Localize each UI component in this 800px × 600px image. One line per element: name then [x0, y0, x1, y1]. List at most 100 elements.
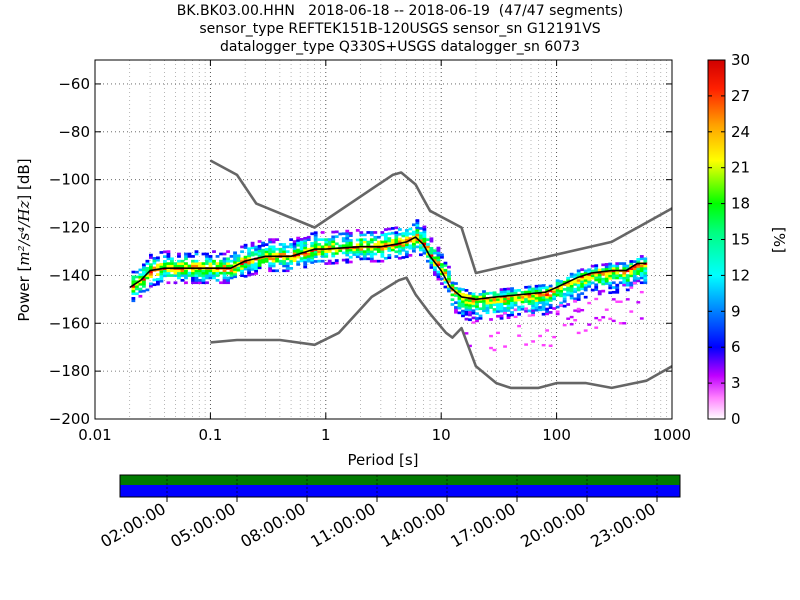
density-cell [156, 263, 160, 267]
density-cell [517, 308, 521, 311]
density-cell [394, 231, 399, 234]
density-cell [215, 264, 220, 268]
density-cell [243, 246, 248, 249]
density-cell [219, 259, 223, 263]
density-cell [236, 261, 241, 265]
density-cell [394, 238, 399, 242]
density-cell [247, 252, 251, 255]
density-cell [310, 251, 315, 255]
density-cell [257, 247, 262, 251]
density-cell [429, 258, 434, 262]
density-cell [296, 241, 301, 245]
density-cell [461, 297, 465, 301]
density-cell [482, 295, 486, 298]
density-cell [320, 252, 325, 256]
density-cell [236, 259, 241, 262]
density-cell [233, 275, 237, 279]
density-cell [331, 235, 336, 239]
x-tick-label: 1000 [653, 426, 691, 444]
density-cell [433, 270, 437, 274]
density-cell [229, 271, 234, 275]
density-cell [324, 245, 329, 249]
density-cell [369, 233, 374, 237]
density-cell [170, 259, 174, 263]
density-cell [173, 262, 178, 265]
density-cell [184, 262, 188, 265]
density-cell [387, 239, 392, 243]
density-cell [604, 272, 609, 276]
density-cell [408, 232, 413, 236]
density-cell [471, 292, 476, 296]
density-cell [177, 255, 181, 258]
density-cell [348, 248, 353, 252]
density-cell [212, 250, 216, 253]
density-cell [187, 264, 192, 268]
density-cell [208, 262, 213, 265]
density-cell [622, 276, 627, 280]
density-cell [538, 301, 543, 304]
density-cell [433, 256, 437, 260]
density-cell [177, 274, 181, 277]
density-cell [275, 238, 280, 241]
y-tick-label: −160 [49, 314, 90, 332]
coverage-bar-green [120, 475, 680, 485]
density-cell [156, 280, 160, 284]
density-cell [492, 298, 497, 302]
density-cell [555, 312, 560, 316]
density-cell [454, 294, 458, 297]
density-cell [408, 244, 413, 248]
density-cell [601, 316, 606, 319]
density-cell [201, 252, 206, 256]
density-cell [639, 317, 644, 320]
density-cell [387, 256, 392, 260]
density-cell [271, 252, 276, 256]
density-cell [457, 289, 462, 293]
density-cell [303, 265, 308, 269]
density-cell [426, 247, 430, 251]
density-cell [440, 272, 444, 276]
density-cell [576, 298, 581, 301]
density-cell [418, 248, 423, 252]
colorbar-label: [%] [770, 227, 788, 253]
density-cell [131, 299, 136, 303]
density-cell [208, 255, 213, 258]
density-cell [450, 303, 455, 306]
density-cell [278, 247, 283, 251]
density-cell [383, 235, 388, 239]
density-cell [429, 251, 434, 255]
density-cell [257, 240, 262, 243]
density-cell [177, 262, 181, 265]
density-cell [611, 298, 616, 301]
density-cell [408, 246, 413, 250]
density-cell [324, 238, 329, 241]
density-cell [254, 245, 258, 249]
density-cell [422, 227, 427, 231]
density-cell [191, 276, 195, 280]
density-cell [604, 275, 609, 278]
density-cell [264, 250, 269, 254]
density-cell [170, 257, 174, 261]
density-cell [205, 274, 209, 277]
density-cell [436, 263, 441, 267]
density-cell [478, 316, 483, 320]
density-cell [247, 261, 251, 265]
density-cell [278, 259, 283, 263]
plot-frame [94, 59, 673, 420]
density-cell [310, 242, 315, 245]
density-cell [369, 240, 374, 244]
density-cell [208, 274, 213, 277]
density-cell [163, 272, 167, 275]
density-cell [443, 280, 448, 284]
density-cell [411, 242, 416, 246]
colorbar-tick-label: 6 [731, 338, 741, 356]
density-cell [184, 276, 188, 280]
density-cell [366, 243, 371, 246]
density-cell [499, 297, 504, 301]
density-cell [636, 269, 641, 273]
density-cell [208, 264, 213, 268]
density-cell [443, 264, 448, 267]
density-cell [513, 308, 518, 311]
density-cell [134, 292, 139, 296]
density-cell [559, 301, 564, 305]
density-cell [475, 295, 479, 299]
